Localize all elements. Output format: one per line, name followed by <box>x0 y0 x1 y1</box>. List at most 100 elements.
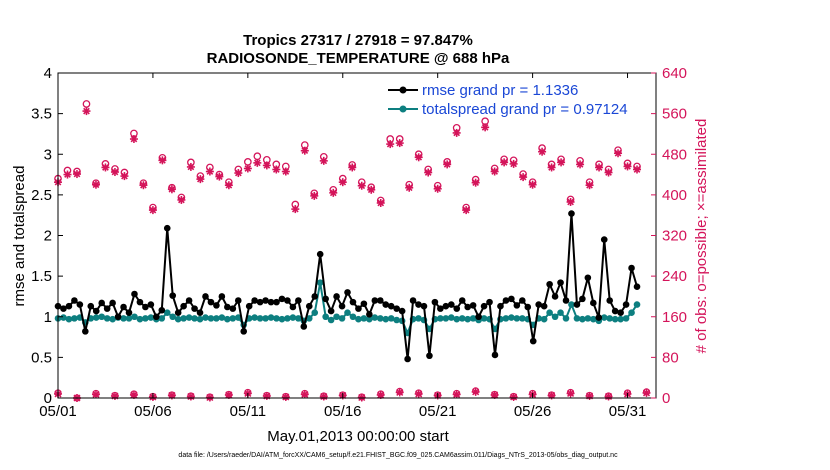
rmse-point <box>202 293 209 300</box>
assimilated-obs-zero-marker <box>167 391 176 400</box>
assimilated-obs-marker <box>291 205 300 214</box>
rmse-point <box>628 264 635 272</box>
totalspread-point <box>338 315 346 322</box>
rmse-point <box>185 297 193 304</box>
y-right-tick-label: 640 <box>662 65 687 82</box>
rmse-point <box>497 302 504 310</box>
plot-frame <box>57 72 657 399</box>
rmse-point <box>464 303 471 311</box>
totalspread-point <box>322 313 329 321</box>
totalspread-point <box>376 315 384 322</box>
totalspread-point <box>480 315 488 322</box>
rmse-point <box>568 210 575 217</box>
assimilated-obs-marker <box>319 156 328 165</box>
rmse-point <box>131 290 138 298</box>
totalspread-point <box>103 315 111 322</box>
totalspread-point <box>289 314 297 321</box>
rmse-point <box>562 297 570 304</box>
assimilated-obs-marker <box>91 180 100 189</box>
assimilated-obs-marker <box>452 128 461 137</box>
y-axis-label-left: rmse and totalspread <box>11 166 28 307</box>
totalspread-point <box>633 301 641 308</box>
assimilated-obs-marker <box>509 159 518 168</box>
assimilated-obs-zero-marker <box>414 389 423 398</box>
rmse-point <box>535 301 542 308</box>
rmse-point <box>622 301 630 308</box>
rmse-point <box>486 298 493 306</box>
y-right-tick-label: 320 <box>662 228 687 245</box>
totalspread-point <box>333 313 340 321</box>
rmse-point <box>218 293 226 300</box>
data-file-footnote: data file: /Users/raeder/DAI/ATM_forcXX/… <box>178 452 618 459</box>
assimilated-obs-marker <box>405 183 414 192</box>
rmse-point <box>180 302 187 310</box>
totalspread-point <box>305 315 313 322</box>
y-right-tick-label: 80 <box>662 349 679 366</box>
legend-totalspread-label: totalspread grand pr = 0.97124 <box>422 101 628 118</box>
rmse-point <box>234 297 242 304</box>
totalspread-point <box>295 315 302 322</box>
rmse-point <box>262 297 269 304</box>
totalspread-point <box>508 314 515 321</box>
totalspread-point <box>109 315 116 323</box>
y-left-tick-label: 2.5 <box>31 187 52 204</box>
totalspread-point <box>316 279 324 286</box>
rmse-point <box>546 280 553 288</box>
legend: rmse grand pr = 1.1336 totalspread grand… <box>388 82 628 118</box>
y-left-tick-label: 1 <box>44 309 52 326</box>
assimilated-obs-marker <box>566 197 575 206</box>
rmse-point <box>617 309 624 316</box>
rmse-point <box>458 297 466 304</box>
assimilated-obs-marker <box>424 168 433 177</box>
chart-title-line1: Tropics 27317 / 27918 = 97.847% <box>243 32 473 49</box>
rmse-point <box>611 307 619 315</box>
totalspread-point <box>224 315 231 323</box>
legend-totalspread-marker <box>399 105 407 113</box>
x-tick-label: 05/11 <box>230 403 266 420</box>
totalspread-point <box>147 314 155 321</box>
y-axis-label-right: # of obs: o=possible; ×=assimilated <box>693 119 710 354</box>
rmse-point <box>513 302 521 309</box>
y-right-tick-label: 240 <box>662 268 687 285</box>
x-axis-label: May.01,2013 00:00:00 start <box>267 428 449 445</box>
assimilated-obs-marker <box>310 191 319 200</box>
assimilated-obs-marker <box>234 169 243 178</box>
rmse-point <box>153 313 160 321</box>
rmse-point <box>376 297 384 304</box>
rmse-point <box>557 279 564 286</box>
assimilated-obs-marker <box>576 160 585 169</box>
assimilated-obs-zero-marker <box>471 387 480 396</box>
totalspread-point <box>551 313 559 321</box>
rmse-point <box>213 302 220 309</box>
rmse-point <box>71 297 78 304</box>
totalspread-point <box>273 315 280 322</box>
assimilated-obs-marker <box>443 160 452 169</box>
assimilated-obs-marker <box>557 158 566 167</box>
totalspread-point <box>579 315 586 323</box>
rmse-point <box>267 298 275 306</box>
assimilated-obs-marker <box>481 123 490 132</box>
assimilated-obs-marker <box>595 163 604 172</box>
assimilated-obs-marker <box>386 140 395 149</box>
totalspread-point <box>125 315 133 322</box>
x-tick-label: 05/21 <box>419 403 457 420</box>
totalspread-point <box>513 315 521 322</box>
totalspread-point <box>213 315 220 322</box>
rmse-point <box>60 305 67 312</box>
rmse-point <box>256 298 264 306</box>
assimilated-obs-marker <box>101 163 110 172</box>
rmse-point <box>295 297 302 304</box>
totalspread-point <box>169 313 177 321</box>
rmse-point <box>76 301 84 308</box>
rmse-point <box>245 302 253 310</box>
totalspread-point <box>218 314 226 321</box>
rmse-point <box>174 309 182 316</box>
rmse-point <box>316 250 324 258</box>
rmse-point <box>415 301 422 308</box>
totalspread-point <box>185 314 193 321</box>
assimilated-obs-marker <box>281 167 290 176</box>
assimilated-obs-zero-marker <box>262 391 271 400</box>
rmse-point <box>584 274 592 282</box>
